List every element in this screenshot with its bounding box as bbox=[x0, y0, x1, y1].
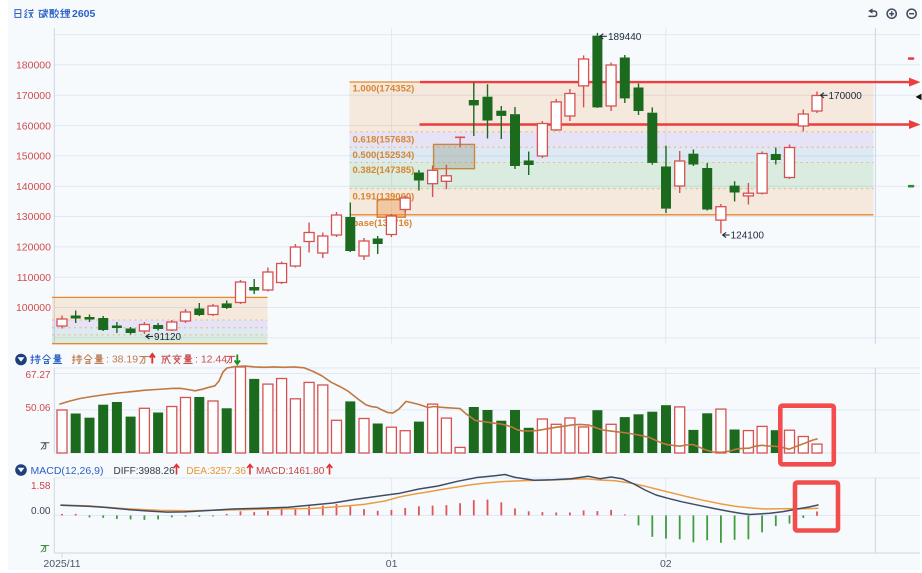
svg-text:0.00: 0.00 bbox=[31, 506, 51, 517]
svg-text:170000: 170000 bbox=[829, 91, 863, 102]
svg-text:160000: 160000 bbox=[16, 120, 51, 132]
svg-text:MACD:1461.80: MACD:1461.80 bbox=[256, 466, 325, 477]
svg-text:02: 02 bbox=[660, 558, 672, 570]
svg-text:124100: 124100 bbox=[731, 231, 765, 242]
svg-text:0.382(147385): 0.382(147385) bbox=[353, 165, 415, 176]
svg-text:: 38.19: : 38.19 bbox=[106, 354, 138, 366]
svg-text:91120: 91120 bbox=[154, 332, 182, 343]
svg-text:180000: 180000 bbox=[16, 60, 51, 72]
svg-text:170000: 170000 bbox=[16, 90, 51, 102]
svg-text:120000: 120000 bbox=[16, 242, 51, 254]
svg-text:0.191(139060): 0.191(139060) bbox=[353, 192, 415, 203]
svg-text:1.58: 1.58 bbox=[31, 481, 51, 492]
svg-text:1.000(174352): 1.000(174352) bbox=[353, 84, 415, 95]
svg-text:0.500(152534): 0.500(152534) bbox=[353, 150, 415, 161]
svg-text:0.618(157683): 0.618(157683) bbox=[353, 135, 415, 146]
svg-text:67.27: 67.27 bbox=[25, 370, 50, 381]
svg-text:130000: 130000 bbox=[16, 211, 51, 223]
svg-text:DEA:3257.36: DEA:3257.36 bbox=[186, 466, 246, 477]
svg-text:01: 01 bbox=[386, 558, 398, 570]
svg-text:150000: 150000 bbox=[16, 151, 51, 163]
svg-text:189440: 189440 bbox=[608, 32, 642, 43]
svg-text:2025/11: 2025/11 bbox=[43, 558, 80, 570]
svg-text:: 12.44: : 12.44 bbox=[195, 354, 227, 366]
svg-text:DIFF:3988.26: DIFF:3988.26 bbox=[114, 466, 176, 477]
svg-text:50.06: 50.06 bbox=[25, 403, 50, 414]
svg-text:base(130716): base(130716) bbox=[353, 218, 413, 229]
svg-text:100000: 100000 bbox=[16, 302, 51, 314]
svg-text:140000: 140000 bbox=[16, 181, 51, 193]
svg-text:2605: 2605 bbox=[72, 8, 96, 20]
svg-text:MACD(12,26,9): MACD(12,26,9) bbox=[31, 465, 104, 477]
svg-text:110000: 110000 bbox=[17, 272, 51, 284]
